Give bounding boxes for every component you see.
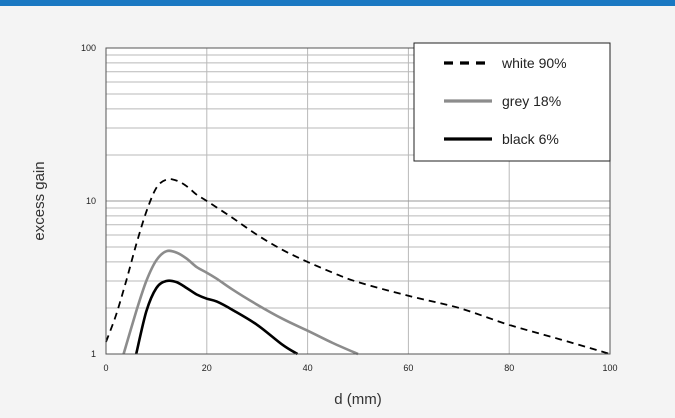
x-tick-label: 20 bbox=[202, 363, 212, 373]
series-line-black bbox=[134, 279, 299, 356]
legend-label: white 90% bbox=[501, 55, 567, 71]
series-line-grey bbox=[122, 249, 359, 356]
x-tick-label: 100 bbox=[602, 363, 617, 373]
x-tick-label: 60 bbox=[403, 363, 413, 373]
series-layer bbox=[105, 178, 611, 356]
legend-label: black 6% bbox=[502, 131, 559, 147]
y-tick-label: 1 bbox=[91, 349, 96, 359]
plot-frame bbox=[105, 47, 611, 355]
legend-label: grey 18% bbox=[502, 93, 561, 109]
excess-gain-chart: 0 20 40 60 80 100 1 10 100 d (mm) excess gain wh… bbox=[31, 42, 618, 408]
y-tick-label: 10 bbox=[86, 196, 96, 206]
y-axis-label: excess gain bbox=[31, 161, 48, 240]
legend: white 90% grey 18% black 6% bbox=[413, 42, 611, 162]
x-tick-label: 80 bbox=[504, 363, 514, 373]
tick-labels: 0 20 40 60 80 100 1 10 100 bbox=[81, 43, 618, 373]
series-line-white bbox=[105, 178, 611, 355]
x-tick-label: 0 bbox=[103, 363, 108, 373]
y-tick-label: 100 bbox=[81, 43, 96, 53]
x-axis-label: d (mm) bbox=[334, 391, 382, 408]
x-tick-label: 40 bbox=[303, 363, 313, 373]
chart-container: 0 20 40 60 80 100 1 10 100 d (mm) excess gain wh… bbox=[0, 6, 675, 418]
top-accent-bar bbox=[0, 0, 675, 6]
